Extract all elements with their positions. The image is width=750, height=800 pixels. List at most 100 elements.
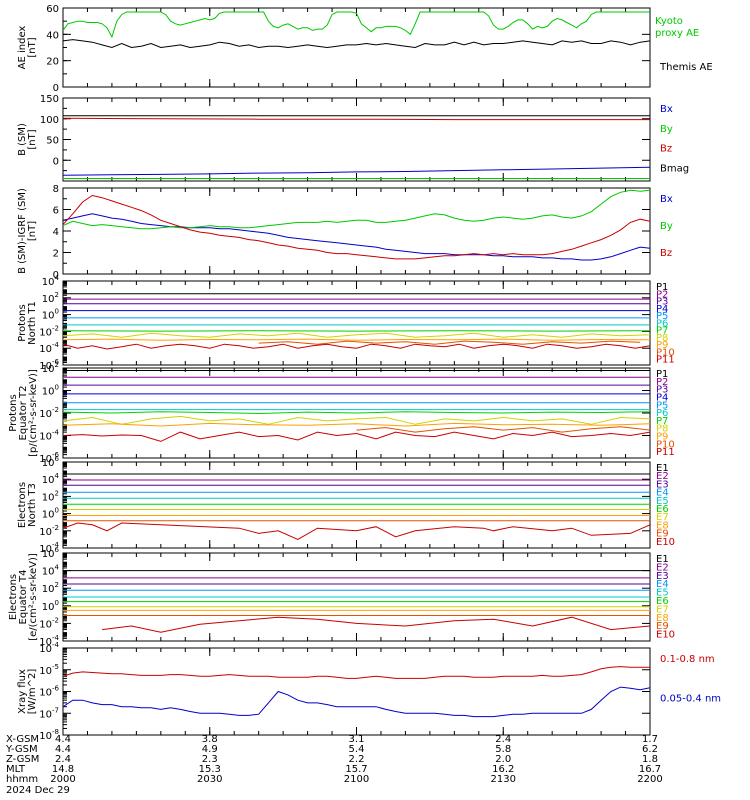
panel-3-series-2 [63,189,650,230]
panel-4-series-10 [258,340,641,345]
panel-5-legend-entry: P1 [656,369,668,380]
panel-8-ytick-label: 10-8 [39,728,59,742]
panel-5-legend-entry: P4 [656,392,668,403]
panel-4-legend-entry: P4 [656,304,668,315]
panel-4-ytick-label: 102 [42,291,59,305]
panel-7-ytick-label: 100 [42,599,59,613]
footer-row-label: MLT [6,764,26,775]
panel-7-legend-entry: E6 [656,596,669,607]
panel-1-ytick-label: 40 [46,30,59,41]
panel-5-legend-entry: P9 [656,432,668,443]
footer-row-value: 15.7 [345,764,367,775]
panel-3-legend-entry: By [660,221,673,232]
footer-row-value: 2130 [491,774,516,785]
panel-4-legend-entry: P9 [656,340,668,351]
panel-4-ylabel-line: Protons [17,304,28,341]
panel-7-legend-entry: E8 [656,613,669,624]
panel-6-legend-entry: E4 [656,488,669,499]
footer-row-value: 16.2 [492,764,514,775]
panel-5-ytick-label: 10-4 [39,429,59,443]
panel-6-ytick-label: 100 [42,507,59,521]
panel-2-ytick-label: 150 [40,94,59,105]
panel-3-ylabel-line: [nT] [27,221,38,241]
panel-2-legend-entry: By [660,124,673,135]
panel-3-series-1 [63,213,650,261]
panel-7-legend-entry: E2 [656,562,669,573]
footer-row-value: 5.8 [495,744,511,755]
panel-2-legend-entry: Bz [660,144,672,155]
panel-5-legend-entry: P2 [656,377,668,388]
panel-3-ytick-label: 6 [53,206,59,217]
panel-1-legend-entry: proxy AE [655,28,699,39]
panel-5-legend-entry: P3 [656,385,668,396]
panel-7-ytick-label: 104 [42,564,60,578]
footer-row-value: 3.8 [202,734,218,745]
panel-6-legend-entry: E1 [656,463,669,474]
panel-8-ytick-label: 10-6 [39,685,59,699]
footer-row-value: 14.8 [52,764,74,775]
panel-5-ylabel-line: Protons [8,394,19,431]
panel-6-legend-entry: E9 [656,529,669,540]
panel-3-legend-entry: Bx [660,194,673,205]
panel-5-legend-entry: P7 [656,416,668,427]
panel-5-series-7 [63,411,650,415]
panel-3-ytick-label: 0 [53,270,59,281]
panel-6-ytick-label: 104 [42,472,60,486]
footer-row-value: 5.4 [349,744,365,755]
panel-4-legend-entry: P8 [656,333,668,344]
footer-row-label: X-GSM [6,734,39,745]
footer-row-value: 2.3 [202,754,218,765]
footer-row-value: 15.3 [199,764,221,775]
panel-2-ytick-label: 0 [53,156,59,167]
panel-1-ytick-label: 0 [53,83,59,94]
panel-2-ylabel-line: [nT] [27,129,38,149]
panel-6-legend-entry: E2 [656,471,669,482]
panel-4-ytick-label: 104 [42,274,60,288]
panel-8-ytick-label: 10-4 [39,641,59,655]
panel-7-legend-entry: E5 [656,588,669,599]
panel-4-ytick-label: 10-6 [39,358,59,372]
panel-7-series-10 [102,616,650,633]
footer-row-value: 2.2 [349,754,365,765]
panel-8-ylabel-line: Xray flux [17,669,28,714]
panel-4-legend-entry: P7 [656,326,668,337]
panel-1-legend-entry: Kyoto [655,16,683,27]
panel-6-series-10 [63,522,650,540]
footer-row-value: 2000 [50,774,75,785]
panel-3-ytick-label: 2 [53,249,59,260]
panel-1-ylabel-line: [nT] [27,37,38,57]
panel-5-legend-entry: P11 [656,447,675,458]
panel-6-legend-entry: E5 [656,496,669,507]
panel-1-series-1 [63,11,650,39]
panel-8-legend-entry: 0.05-0.4 nm [660,694,721,705]
panel-4-ytick-label: 10-4 [39,341,59,355]
panel-3-ylabel-line: B (SM)-IGRF (SM) [17,188,28,274]
panel-7-ytick-label: 10-2 [39,616,59,630]
panel-5-series-10 [356,426,650,433]
footer-row-value: 1.8 [642,754,658,765]
panel-7-legend-entry: E4 [656,579,669,590]
panel-4-series-11 [63,343,650,350]
panel-7-ylabel-line: Electrons [8,574,19,620]
panel-6-ytick-label: 106 [42,455,60,469]
panel-6-legend-entry: E7 [656,512,669,523]
panel-7-ytick-label: 10-4 [39,634,59,648]
footer-row-value: 2.4 [55,754,71,765]
footer-row-value: 2.0 [495,754,511,765]
footer-row-value: 2200 [637,774,662,785]
panel-7-legend-entry: E10 [656,630,675,641]
panel-5-ylabel-line: Equator T2 [18,386,29,441]
panel-2-series-2 [63,117,650,121]
panel-7-ytick-label: 106 [42,546,60,560]
footer-row-label: Z-GSM [6,754,39,765]
panel-4-ytick-label: 10-2 [39,324,59,338]
panel-1-ytick-label: 60 [46,4,59,15]
panel-5-series-9 [63,422,650,427]
footer-row-value: 16.7 [639,764,661,775]
panel-5-series-11 [63,431,650,442]
panel-4-legend-entry: P11 [656,355,675,366]
panel-2-ytick-label: 100 [40,115,59,126]
panel-4-series-9 [63,338,650,341]
panel-8-series-1 [63,666,650,679]
